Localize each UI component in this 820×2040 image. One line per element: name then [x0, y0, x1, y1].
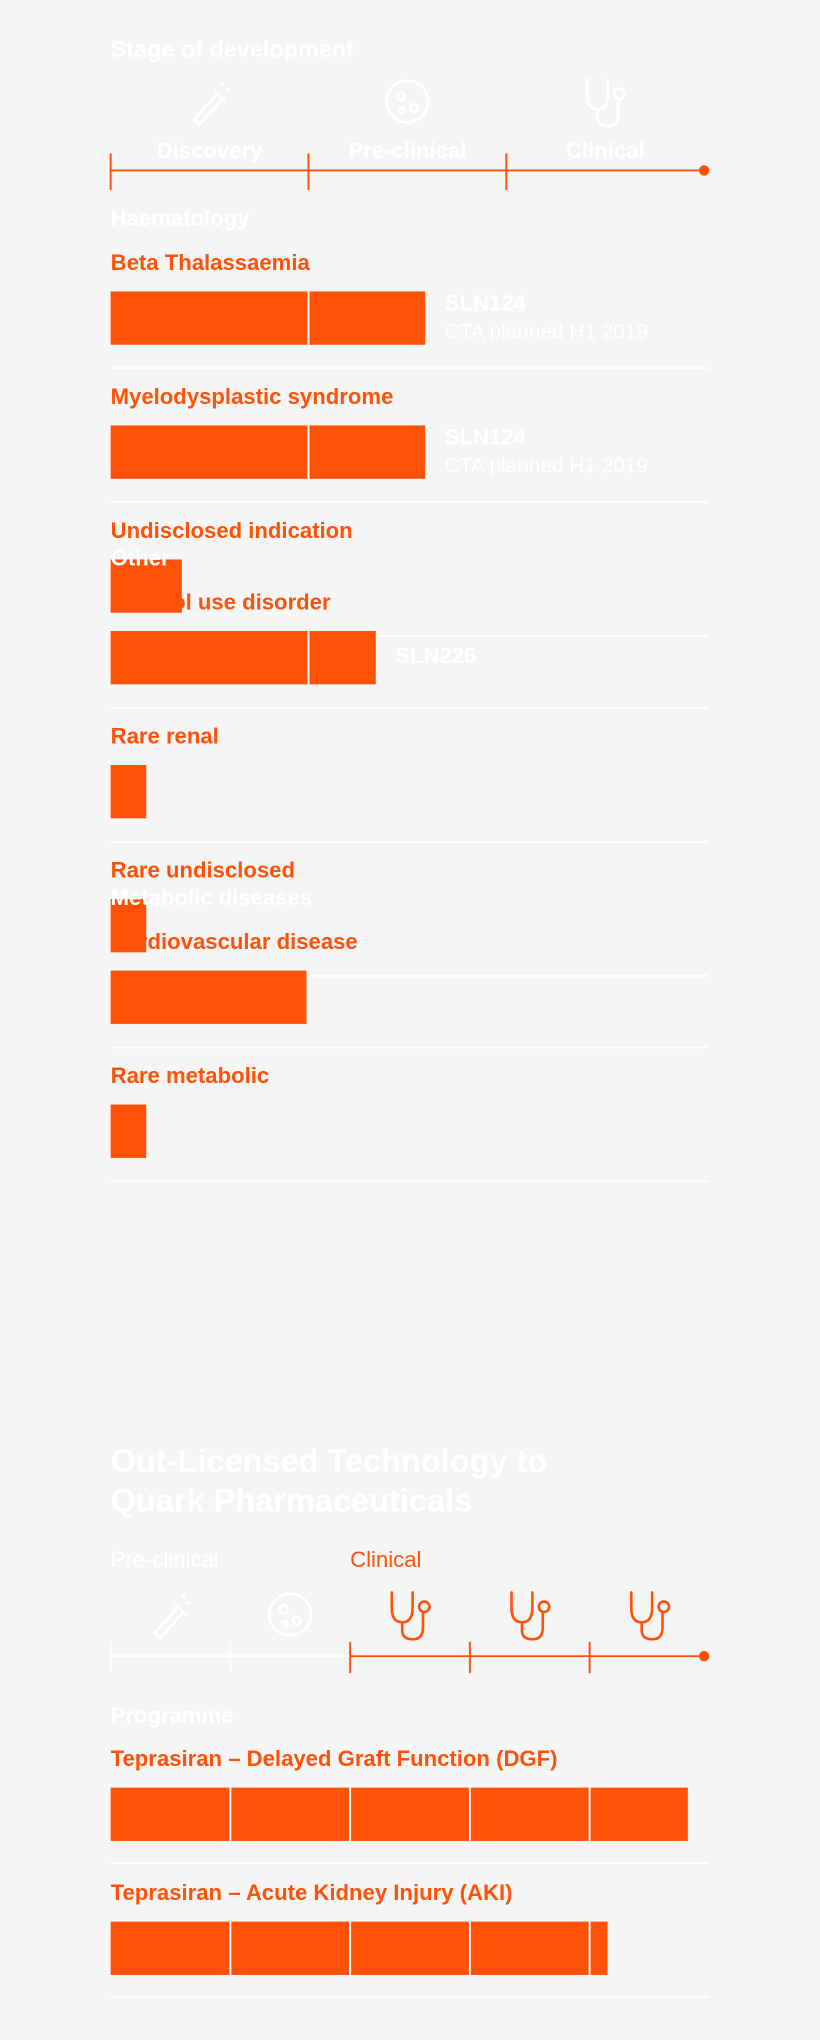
section-title: Stage of development [111, 36, 354, 62]
programme-name: Teprasiran – Acute Kidney Injury (AKI) [111, 1880, 513, 1905]
programme-name: Cardiovascular disease [111, 929, 358, 954]
icon [153, 1602, 188, 1640]
icon [385, 79, 430, 124]
column-label: Programme [111, 1703, 234, 1728]
note: CTA planned H1 2019 [445, 455, 648, 478]
icon [291, 1615, 302, 1627]
progress-bar [110, 630, 376, 685]
progress-bar [110, 1104, 147, 1158]
progress-bar [110, 425, 426, 479]
icon [657, 1600, 671, 1614]
stage-label: Clinical [566, 138, 645, 163]
axis-end [698, 1650, 710, 1662]
stage-label: Pre-clinical [348, 138, 466, 163]
axis-end [698, 165, 710, 176]
progress-bar [110, 1921, 608, 1975]
phase-label: Pre-clinical [111, 1547, 219, 1572]
group-title: Other [111, 545, 170, 570]
progress-bar [110, 899, 147, 953]
progress-bar [110, 765, 147, 819]
progress-bar [110, 1787, 688, 1841]
compound: SLN124 [445, 290, 527, 315]
progress-bar [110, 970, 307, 1024]
programme-name: Myelodysplastic syndrome [111, 384, 394, 409]
icon [629, 1591, 664, 1641]
icon [268, 1592, 313, 1637]
compound: SLN226 [395, 643, 476, 668]
icon [220, 81, 225, 86]
icon [278, 1604, 289, 1615]
programme-name: Teprasiran – Delayed Graft Function (DGF… [111, 1746, 558, 1771]
progress-bar [110, 559, 182, 613]
programme-name: Beta Thalassaemia [111, 250, 311, 275]
icon [225, 87, 230, 92]
icon [585, 78, 620, 128]
stage-label: Discovery [157, 138, 263, 163]
icon [613, 87, 627, 101]
icon [417, 1600, 431, 1614]
progress-bar [110, 291, 426, 345]
icon [398, 106, 407, 115]
icon [192, 89, 227, 127]
phase-label: Clinical [350, 1547, 421, 1572]
programme-name: Undisclosed indication [111, 518, 353, 543]
note: CTA planned H1 2019 [445, 321, 648, 344]
icon [510, 1591, 545, 1641]
icon [181, 1594, 186, 1599]
icon [395, 91, 407, 102]
programme-name: Rare metabolic [111, 1063, 270, 1088]
icon [281, 1619, 289, 1628]
group-title: Metabolic diseases [111, 885, 313, 910]
icon [186, 1600, 191, 1605]
section-title: Out-Licensed Technology to [111, 1443, 548, 1479]
programme-name: Alcohol use disorder [111, 590, 331, 615]
programme-name: Rare undisclosed [111, 858, 295, 883]
icon [408, 102, 420, 114]
icon [537, 1600, 551, 1614]
section-title: Quark Pharmaceuticals [111, 1482, 473, 1518]
group-title: Haematology [111, 206, 251, 231]
icon [390, 1591, 425, 1641]
compound: SLN124 [445, 424, 527, 449]
programme-name: Rare renal [111, 724, 219, 749]
